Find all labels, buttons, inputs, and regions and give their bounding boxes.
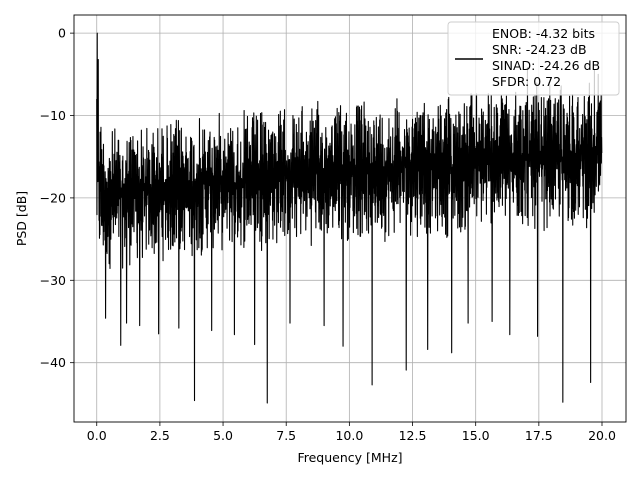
y-tick-label: −10 <box>40 108 66 123</box>
x-tick-label: 10.0 <box>335 428 363 443</box>
x-tick-label: 2.5 <box>150 428 170 443</box>
y-axis-ticks: 0 −10 −20 −30 −40 <box>40 26 74 370</box>
y-axis-label: PSD [dB] <box>14 191 29 246</box>
y-tick-label: −20 <box>40 190 66 205</box>
legend-entry-sinad: SINAD: -24.26 dB <box>492 58 600 73</box>
psd-series-line <box>96 32 603 404</box>
x-tick-label: 17.5 <box>525 428 553 443</box>
x-tick-label: 5.0 <box>213 428 233 443</box>
x-tick-label: 20.0 <box>588 428 616 443</box>
x-axis-ticks: 0.0 2.5 5.0 7.5 10.0 12.5 15.0 17.5 20.0 <box>87 422 616 443</box>
x-axis-label: Frequency [MHz] <box>297 450 402 465</box>
y-tick-label: 0 <box>58 26 66 41</box>
x-tick-label: 0.0 <box>87 428 107 443</box>
x-tick-label: 15.0 <box>462 428 490 443</box>
legend-entry-enob: ENOB: -4.32 bits <box>492 26 595 41</box>
x-tick-label: 7.5 <box>276 428 296 443</box>
legend-entry-sfdr: SFDR: 0.72 <box>492 74 561 89</box>
x-tick-label: 12.5 <box>399 428 427 443</box>
legend-box <box>447 21 620 96</box>
plot-frame <box>73 14 627 423</box>
y-tick-label: −30 <box>40 273 66 288</box>
y-tick-label: −40 <box>40 355 66 370</box>
legend-entry-snr: SNR: -24.23 dB <box>492 42 587 57</box>
legend: ENOB: -4.32 bits SNR: -24.23 dB SINAD: -… <box>447 21 620 96</box>
